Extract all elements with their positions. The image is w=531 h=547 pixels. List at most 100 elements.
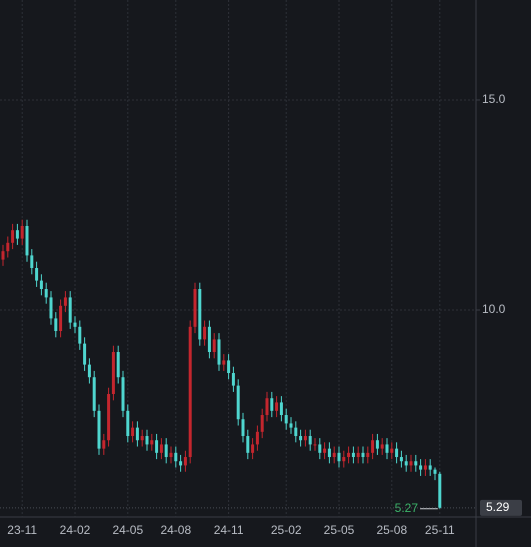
candle-body [227,360,231,374]
candle-body [164,444,168,458]
candle-body [203,326,207,340]
candle-body [419,465,423,470]
candle-body [279,402,283,416]
candle-body [59,305,63,332]
x-tick-label: 24-05 [112,523,143,537]
candle-body [236,385,240,420]
candle-body [30,255,34,269]
candle-body [111,352,115,395]
candle-body [323,448,327,453]
last-price-label: 5.29 [486,500,510,514]
candle-body [78,326,82,344]
candle-body [126,410,130,437]
x-tick-label: 25-05 [324,523,355,537]
candle-body [11,230,15,243]
candle-body [83,343,87,365]
candle-body [54,318,58,332]
candle-body [73,322,77,327]
candle-body [371,440,375,453]
candle-body [217,339,221,365]
y-tick-label: 10.0 [482,302,506,316]
candle-body [299,436,303,441]
candle-body [198,289,202,340]
candle-body [380,444,384,449]
candle-body [351,452,355,458]
candle-body [193,289,197,327]
candle-body [25,225,29,256]
candle-body [366,452,370,458]
x-tick-label: 24-08 [160,523,191,537]
candle-body [179,461,183,466]
candle-body [332,452,336,458]
candle-body [97,410,101,449]
candle-body [231,373,235,386]
last-price-box [480,499,522,516]
x-tick-label: 24-02 [60,523,91,537]
candle-body [102,440,106,449]
candle-body [1,251,5,260]
candle-body [313,444,317,446]
x-tick-label: 25-08 [376,523,407,537]
candle-body [87,364,91,378]
candle-body [303,436,307,441]
candle-body [107,394,111,441]
low-marker-label: 5.27 [395,501,419,515]
x-tick-label: 24-11 [214,523,244,537]
candle-body [275,402,279,411]
candle-body [222,360,226,365]
candle-body [294,427,298,437]
candle-body [169,452,173,458]
candle-body [428,465,432,470]
candle-body [35,268,39,281]
candle-body [39,280,43,290]
candle-body [131,427,135,437]
candle-body [423,465,427,470]
candle-body [212,339,216,353]
candle-body [49,297,53,319]
x-tick-label: 25-11 [425,523,455,537]
candle-body [121,377,125,411]
candle-body [174,452,178,462]
candle-body [289,423,293,428]
candle-body [395,448,399,458]
candle-body [20,225,24,239]
candle-body [241,419,245,437]
candle-body [63,297,67,306]
y-tick-label: 15.0 [482,92,506,106]
candle-body [361,452,365,458]
candle-body [260,415,264,432]
x-tick-label: 25-02 [271,523,302,537]
candle-body [251,444,255,453]
candle-body [116,352,120,378]
candle-body [356,452,360,458]
candle-body [409,461,413,466]
candle-body [342,457,346,462]
candle-body [68,297,72,323]
candle-body [140,436,144,441]
candle-body [284,415,288,424]
candle-body [150,440,154,445]
candle-body [390,448,394,453]
candle-body [183,457,187,466]
candle-body [318,444,322,453]
candle-body [308,436,312,445]
candle-body [375,440,379,449]
candle-body [44,289,48,298]
candle-body [159,444,163,453]
candle-body [155,440,159,453]
candle-body [135,427,139,441]
candle-body [399,457,403,462]
candle-body [327,448,331,458]
candle-body [270,398,274,411]
candle-body [255,431,259,445]
candle-body [188,326,192,458]
candle-body [433,469,437,474]
candle-body [246,436,250,453]
candle-body [347,452,351,458]
candle-body [15,230,19,239]
candle-body [414,461,418,466]
candle-body [6,242,10,252]
candle-body [385,444,389,453]
